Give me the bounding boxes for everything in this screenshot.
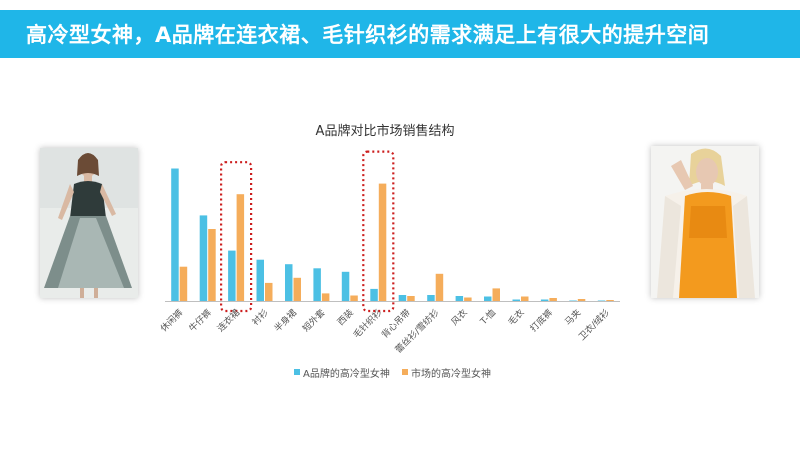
bar-market-0 [179,266,188,301]
legend-label-1: 市场的高冷型女神 [411,367,491,380]
bar-a-1 [199,215,208,301]
chart-title: A品牌对比市场销售结构 [316,123,455,139]
bar-a-13 [540,299,549,301]
bar-market-12 [521,296,529,301]
highlight-box [220,161,253,313]
bar-market-1 [208,229,216,301]
bar-a-8 [398,295,407,301]
left-model-photo [40,148,138,298]
bar-market-9 [435,273,444,301]
bar-market-8 [407,296,415,301]
title-banner: 高冷型女神，A品牌在连衣裙、毛针织衫的需求满足上有很大的提升空间 [0,10,800,58]
x-tick-label: 牛仔裤 [186,307,214,335]
x-tick-label: 毛衣 [505,307,526,328]
banner-title: 高冷型女神，A品牌在连衣裙、毛针织衫的需求满足上有很大的提升空间 [26,23,710,47]
x-tick-label: 休闲裤 [158,307,186,335]
bar-a-9 [427,295,435,301]
bar-a-5 [313,268,321,301]
bar-market-3 [265,282,273,301]
x-tick-label: 毛针织衫 [350,307,384,341]
x-tick-label: 卫衣/绒衫 [576,307,612,343]
legend-swatch-1 [402,369,408,375]
x-tick-label: 连衣裙 [215,307,243,335]
x-tick-label: 西装 [335,307,356,328]
bar-market-7 [378,183,387,301]
bar-market-15 [606,300,614,301]
highlight-box [362,150,395,313]
bar-a-15 [597,300,606,301]
bar-a-2 [228,250,236,301]
x-tick-label: T-恤 [477,307,498,328]
legend-label-0: A品牌的高冷型女神 [303,367,390,380]
bar-a-14 [569,300,577,301]
right-model-photo [651,146,759,298]
x-tick-label: 半身裙 [272,307,300,335]
bar-market-4 [293,277,301,301]
legend-swatch-0 [294,369,300,375]
bar-market-6 [350,295,358,301]
bar-a-4 [285,264,293,301]
bar-a-0 [171,168,179,301]
bar-market-5 [321,293,330,301]
bar-market-2 [236,194,245,301]
x-tick-label: 风衣 [448,307,469,328]
x-tick-label: 打底裤 [527,307,555,335]
bar-a-11 [484,296,492,301]
bar-a-3 [256,259,264,301]
x-tick-label: 马夹 [562,307,583,328]
bar-market-10 [464,297,472,301]
bar-a-10 [455,296,464,301]
bar-a-6 [341,271,350,301]
bar-market-14 [577,299,586,301]
bar-a-7 [370,288,378,301]
x-tick-label: 短外套 [300,307,328,335]
x-tick-label: 衬衫 [249,307,270,328]
bar-market-13 [549,298,557,301]
bar-market-11 [492,288,500,301]
bar-a-12 [512,299,520,301]
